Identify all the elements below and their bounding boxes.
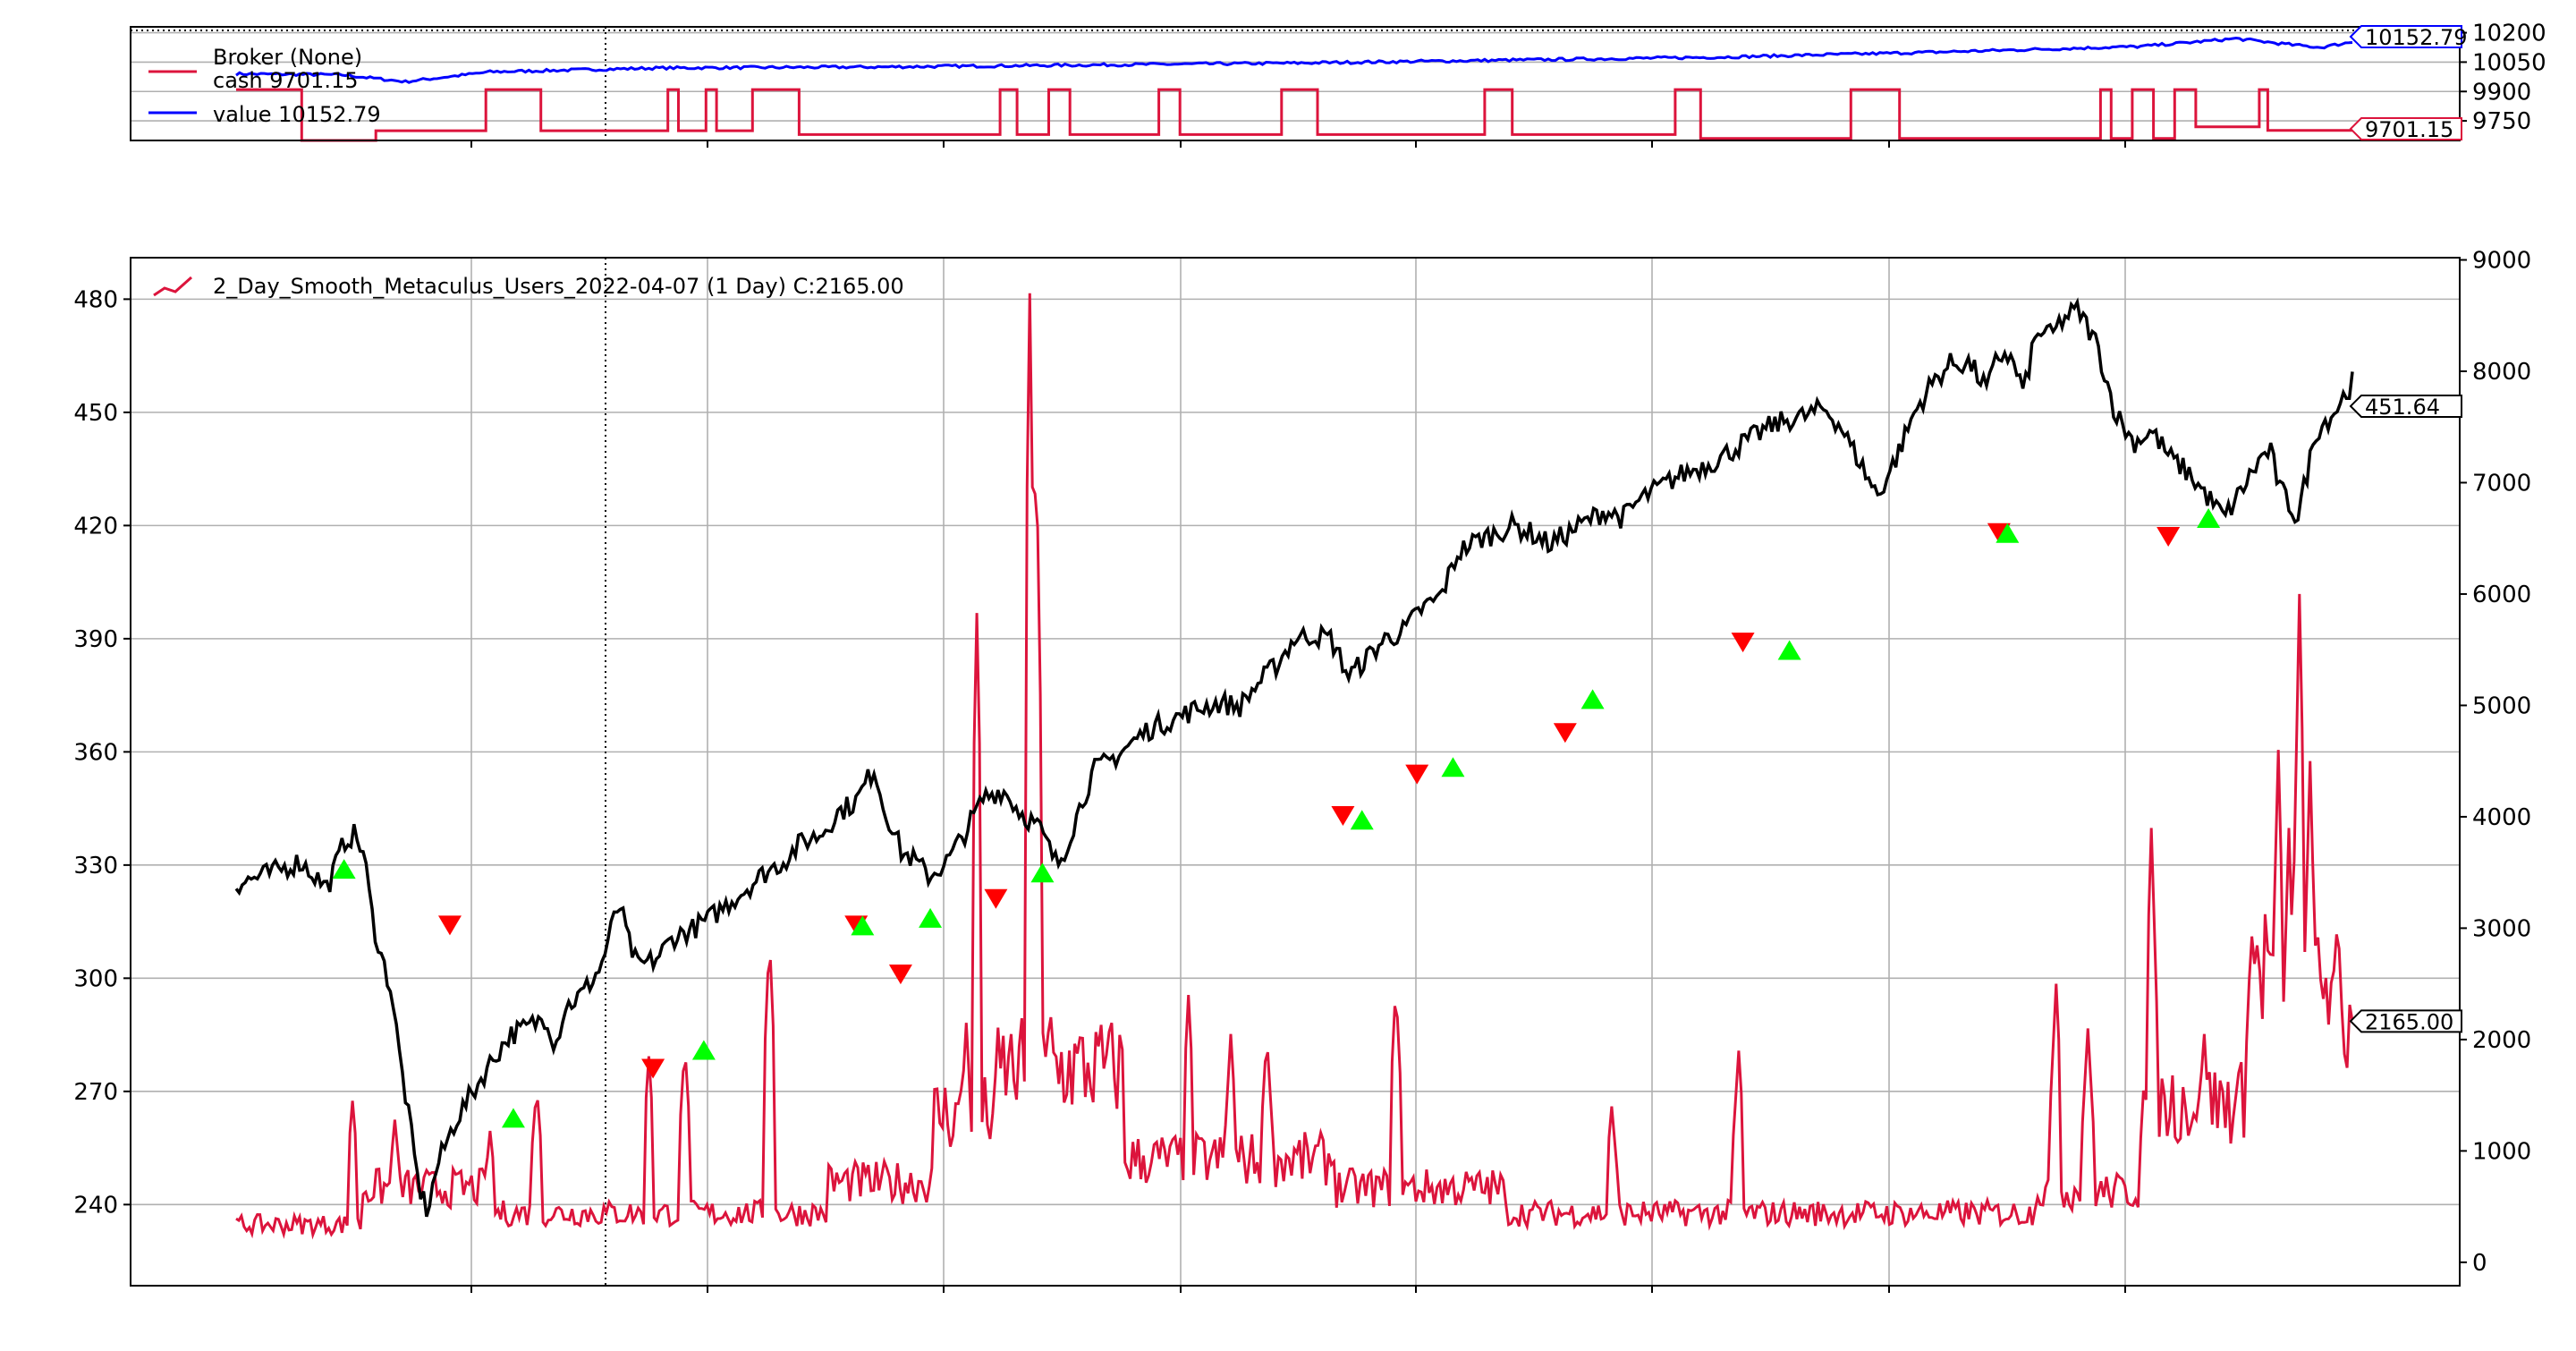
left-tick-label: 390 (73, 626, 118, 653)
main-x-ticks (470, 1286, 2126, 1293)
sell-signal-marker (437, 915, 462, 936)
sell-signal-marker (641, 1058, 665, 1079)
broker-legend-value: value 10152.79 (213, 102, 381, 127)
broker-right-tick-label: 10200 (2472, 21, 2546, 47)
right-tick-label: 8000 (2472, 359, 2531, 386)
buy-signal-marker (1441, 757, 1465, 777)
main-legend-label: 2_Day_Smooth_Metaculus_Users_2022-04-07 … (213, 274, 904, 299)
broker-right-tick-label: 10050 (2472, 49, 2546, 76)
right-tick-label: 3000 (2472, 915, 2531, 942)
main-legend: 2_Day_Smooth_Metaculus_Users_2022-04-07 … (153, 274, 904, 299)
close-last-tag: 451.64 (2349, 394, 2462, 420)
left-tick-label: 240 (73, 1192, 118, 1219)
buy-signal-marker (691, 1040, 716, 1060)
right-tick-label: 0 (2472, 1250, 2487, 1277)
broker-value-line (235, 36, 2353, 84)
volume-right-axis: 0 1000 2000 3000 4000 5000 6000 7000 8000 9000 (2460, 247, 2531, 1277)
buy-signal-marker (2197, 507, 2221, 528)
buy-signal-marker (332, 859, 356, 879)
right-tick-label: 7000 (2472, 470, 2531, 497)
buy-signal-marker (1350, 810, 1374, 830)
right-tick-label: 4000 (2472, 804, 2531, 831)
price-left-axis: 240 270 300 330 360 390 420 450 480 (73, 286, 131, 1219)
main-grid (131, 258, 2460, 1286)
sell-signal-marker (1553, 723, 1577, 743)
buy-signal-marker (1996, 523, 2020, 543)
broker-legend-title: Broker (None) (213, 45, 362, 70)
sell-signal-marker (1731, 633, 1755, 653)
volume-last-tag: 2165.00 (2349, 1009, 2462, 1034)
sell-signal-marker (2157, 527, 2181, 548)
broker-legend: Broker (None) cash 9701.15 value 10152.7… (148, 45, 381, 127)
value-last-tag: 10152.79 (2349, 25, 2468, 50)
price-panel: 240 270 300 330 360 390 420 450 480 0 1000 2000 300… (73, 247, 2531, 1293)
broker-cash-line (236, 88, 2352, 142)
left-tick-label: 330 (73, 853, 118, 879)
broker-x-ticks (470, 140, 2126, 148)
right-tick-label: 2000 (2472, 1027, 2531, 1054)
broker-right-tick-label: 9900 (2472, 79, 2531, 106)
sell-signal-marker (888, 964, 912, 985)
value-last-label: 10152.79 (2365, 25, 2468, 50)
left-tick-label: 270 (73, 1079, 118, 1106)
cash-last-tag: 9701.15 (2349, 117, 2462, 142)
legend-volume-swatch (153, 276, 192, 297)
broker-axes-frame (130, 26, 2461, 141)
main-axes-frame (130, 257, 2461, 1287)
broker-right-tick-label: 9750 (2472, 108, 2531, 135)
buy-signal-marker (851, 915, 875, 936)
close-price-line (234, 297, 2354, 1218)
buy-signal-marker (1580, 689, 1605, 709)
trade-signals (332, 507, 2221, 1128)
right-tick-label: 9000 (2472, 247, 2531, 274)
right-tick-label: 1000 (2472, 1138, 2531, 1165)
right-tick-label: 5000 (2472, 692, 2531, 719)
left-tick-label: 420 (73, 513, 118, 540)
cash-last-label: 9701.15 (2365, 117, 2453, 142)
buy-signal-marker (1777, 640, 1801, 660)
volume-line (235, 293, 2354, 1240)
left-tick-label: 300 (73, 965, 118, 992)
sell-signal-marker (1405, 764, 1429, 785)
left-tick-label: 360 (73, 739, 118, 766)
left-tick-label: 450 (73, 400, 118, 427)
buy-signal-marker (919, 907, 943, 928)
left-tick-label: 480 (73, 286, 118, 313)
broker-legend-cash: cash 9701.15 (213, 68, 359, 93)
buy-signal-marker (501, 1108, 525, 1128)
sell-signal-marker (984, 888, 1008, 909)
right-tick-label: 6000 (2472, 582, 2531, 608)
sell-signal-marker (1331, 806, 1355, 827)
volume-last-label: 2165.00 (2365, 1009, 2453, 1034)
buy-signal-marker (1030, 862, 1055, 883)
close-last-label: 451.64 (2365, 395, 2440, 420)
